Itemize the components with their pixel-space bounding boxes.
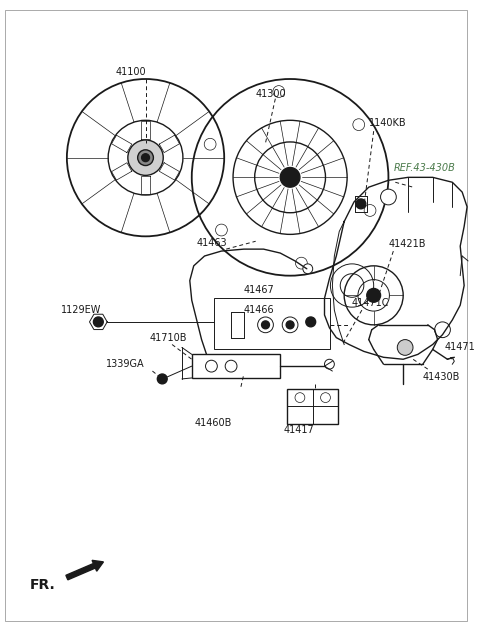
Circle shape xyxy=(94,317,103,327)
Circle shape xyxy=(138,150,154,165)
Circle shape xyxy=(157,374,167,384)
Circle shape xyxy=(205,360,217,372)
Circle shape xyxy=(204,138,216,150)
Circle shape xyxy=(262,321,269,329)
Text: 1140KB: 1140KB xyxy=(369,118,407,128)
Text: 41710B: 41710B xyxy=(149,333,187,343)
Circle shape xyxy=(295,392,305,403)
Circle shape xyxy=(435,322,450,338)
Circle shape xyxy=(225,360,237,372)
Circle shape xyxy=(303,264,312,274)
Circle shape xyxy=(273,86,285,97)
Text: 1339GA: 1339GA xyxy=(106,359,145,369)
Bar xyxy=(192,355,280,378)
Text: 41463: 41463 xyxy=(197,239,228,248)
Text: 41421B: 41421B xyxy=(388,239,426,249)
Circle shape xyxy=(280,167,300,187)
Circle shape xyxy=(353,119,365,131)
Circle shape xyxy=(324,359,335,369)
Circle shape xyxy=(142,154,149,162)
Circle shape xyxy=(296,257,307,269)
Circle shape xyxy=(128,140,163,175)
Text: 41100: 41100 xyxy=(116,67,147,77)
Text: 41460B: 41460B xyxy=(195,418,232,428)
Text: 41471: 41471 xyxy=(444,343,475,353)
Text: 41417: 41417 xyxy=(283,425,314,435)
Circle shape xyxy=(397,339,413,355)
Text: 41471C: 41471C xyxy=(352,298,390,308)
Bar xyxy=(215,298,330,350)
Circle shape xyxy=(286,321,294,329)
Text: REF.43-430B: REF.43-430B xyxy=(393,163,455,172)
Circle shape xyxy=(367,288,381,302)
Circle shape xyxy=(356,199,366,209)
Text: 41300: 41300 xyxy=(256,89,286,99)
Text: FR.: FR. xyxy=(29,579,55,593)
FancyArrow shape xyxy=(66,560,104,580)
Circle shape xyxy=(306,317,316,327)
Text: 1129EW: 1129EW xyxy=(61,305,101,315)
Circle shape xyxy=(216,224,228,236)
Circle shape xyxy=(381,189,396,205)
Text: 41430B: 41430B xyxy=(423,372,460,382)
Circle shape xyxy=(364,204,376,216)
Text: 41466: 41466 xyxy=(244,305,275,315)
Text: 41467: 41467 xyxy=(244,285,275,295)
Bar xyxy=(287,389,338,424)
Circle shape xyxy=(321,392,330,403)
